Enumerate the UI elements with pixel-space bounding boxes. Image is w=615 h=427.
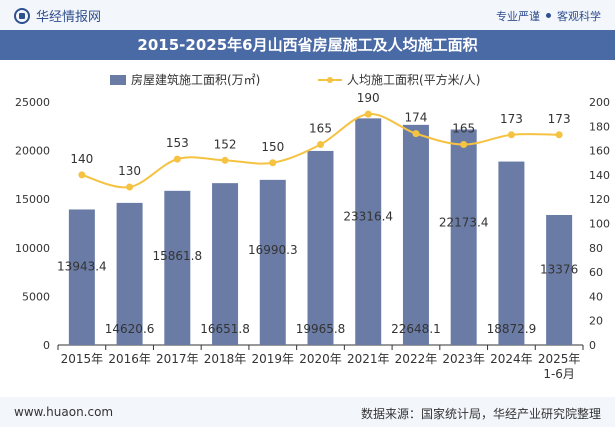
bar bbox=[116, 202, 143, 345]
y-left-tick-label: 15000 bbox=[15, 193, 50, 206]
bar bbox=[402, 124, 429, 345]
legend-bar-swatch bbox=[110, 75, 126, 85]
slogan-right: 客观科学 bbox=[557, 10, 601, 23]
line-data-label: 140 bbox=[70, 152, 93, 166]
x-tick-label: 2017年 bbox=[156, 352, 199, 366]
bar-labels: 13943.4 14620.6 15861.8 16651.8 16990.3 19965… bbox=[57, 209, 578, 336]
bar bbox=[259, 179, 286, 345]
bar bbox=[546, 214, 573, 345]
legend-line-marker bbox=[327, 77, 333, 83]
line-point bbox=[221, 156, 229, 164]
bar-data-label: 22648.1 bbox=[391, 322, 441, 336]
footer: www.huaon.com 数据来源：国家统计局，华经产业研究院整理 bbox=[0, 397, 615, 427]
y-left-tick-label: 20000 bbox=[15, 145, 50, 158]
legend-bar-label: 房屋建筑施工面积(万㎡) bbox=[131, 72, 260, 87]
bar-data-label: 22173.4 bbox=[439, 215, 489, 229]
bar-data-label: 16990.3 bbox=[248, 243, 298, 257]
x-tick-label: 2018年 bbox=[204, 352, 247, 366]
line-point bbox=[126, 183, 134, 191]
bar-data-label: 13943.4 bbox=[57, 259, 107, 273]
line-data-label: 150 bbox=[261, 140, 284, 154]
x-tick-label: 2021年 bbox=[347, 352, 390, 366]
x-tick-label: 2024年 bbox=[490, 352, 533, 366]
bar-data-label: 13376 bbox=[540, 262, 578, 276]
x-tick-label: 2019年 bbox=[251, 352, 294, 366]
bar-data-label: 23316.4 bbox=[343, 209, 393, 223]
footer-site[interactable]: www.huaon.com bbox=[14, 405, 114, 419]
top-bar: 华经情报网 专业严谨 客观科学 bbox=[0, 0, 615, 30]
brand[interactable]: 华经情报网 bbox=[14, 6, 101, 25]
x-tick-label: 2016年 bbox=[108, 352, 151, 366]
y-left-tick-label: 10000 bbox=[15, 242, 50, 255]
line-data-label: 153 bbox=[166, 136, 189, 150]
x-tick-label: 2015年 bbox=[61, 352, 104, 366]
y-left-tick-label: 25000 bbox=[15, 96, 50, 109]
line-data-label: 152 bbox=[214, 137, 237, 151]
line-labels: 140 130 153 152 150 165 190 174 165 173 173 bbox=[70, 91, 570, 178]
bar-data-label: 14620.6 bbox=[105, 322, 155, 336]
x-tick-label: 2023年 bbox=[442, 352, 485, 366]
y-left-tick-label: 5000 bbox=[22, 290, 50, 303]
y-right-tick-label: 60 bbox=[589, 266, 603, 279]
bar bbox=[355, 118, 382, 345]
bar-series bbox=[68, 118, 573, 345]
slogan: 专业严谨 客观科学 bbox=[496, 8, 601, 24]
x-tick-label: 2020年 bbox=[299, 352, 342, 366]
line-data-label: 165 bbox=[452, 122, 475, 136]
line-data-label: 173 bbox=[548, 112, 571, 126]
line-point bbox=[173, 155, 181, 163]
line-point bbox=[507, 131, 515, 139]
chart: 房屋建筑施工面积(万㎡) 人均施工面积(平方米/人) 0 5000 10000 150… bbox=[15, 72, 610, 381]
bar-data-label: 15861.8 bbox=[153, 249, 203, 263]
y-left-tick-label: 0 bbox=[43, 339, 50, 352]
bar bbox=[164, 190, 191, 345]
line-point bbox=[269, 159, 277, 167]
dot-icon bbox=[546, 13, 551, 18]
y-right-tick-label: 100 bbox=[589, 218, 610, 231]
y-right-tick-label: 200 bbox=[589, 96, 610, 109]
y-right-tick-label: 40 bbox=[589, 290, 603, 303]
bar bbox=[498, 161, 525, 345]
bar-data-label: 16651.8 bbox=[200, 322, 250, 336]
x-tick-label: 2022年 bbox=[395, 352, 438, 366]
y-right-tick-label: 180 bbox=[589, 120, 610, 133]
brand-name: 华经情报网 bbox=[36, 10, 102, 25]
legend-line-label: 人均施工面积(平方米/人) bbox=[347, 72, 480, 87]
line-point bbox=[555, 131, 563, 139]
y-right-tick-label: 20 bbox=[589, 315, 603, 328]
bar bbox=[307, 150, 334, 345]
line-point bbox=[460, 141, 468, 149]
line-point bbox=[412, 130, 420, 138]
line-data-label: 173 bbox=[500, 112, 523, 126]
bar-data-label: 18872.9 bbox=[487, 322, 537, 336]
y-right-tick-label: 120 bbox=[589, 193, 610, 206]
line-point bbox=[78, 171, 86, 179]
y-right-tick-label: 160 bbox=[589, 145, 610, 158]
line-point bbox=[364, 110, 372, 118]
bar bbox=[450, 129, 477, 345]
line-data-label: 165 bbox=[309, 122, 332, 136]
slogan-left: 专业严谨 bbox=[496, 10, 540, 23]
line-data-label: 190 bbox=[357, 91, 380, 105]
bar bbox=[68, 209, 95, 345]
bar bbox=[212, 183, 239, 345]
line-data-label: 174 bbox=[405, 111, 428, 125]
logo-icon bbox=[14, 7, 30, 24]
y-right-tick-label: 80 bbox=[589, 242, 603, 255]
y-right-tick-label: 140 bbox=[589, 169, 610, 182]
axes: 0 5000 10000 15000 20000 25000 0 20 40 60 80 100 120… bbox=[15, 96, 610, 381]
line-point bbox=[317, 141, 324, 149]
chart-title: 2015-2025年6月山西省房屋施工及人均施工面积 bbox=[0, 30, 615, 60]
line-series bbox=[78, 110, 563, 191]
legend: 房屋建筑施工面积(万㎡) 人均施工面积(平方米/人) bbox=[110, 72, 480, 87]
bar-data-label: 19965.8 bbox=[296, 322, 346, 336]
x-tick-label: 2025年 1-6月 bbox=[538, 352, 581, 381]
line-data-label: 130 bbox=[118, 164, 141, 178]
y-right-tick-label: 0 bbox=[589, 339, 596, 352]
footer-source: 数据来源：国家统计局，华经产业研究院整理 bbox=[360, 407, 601, 421]
